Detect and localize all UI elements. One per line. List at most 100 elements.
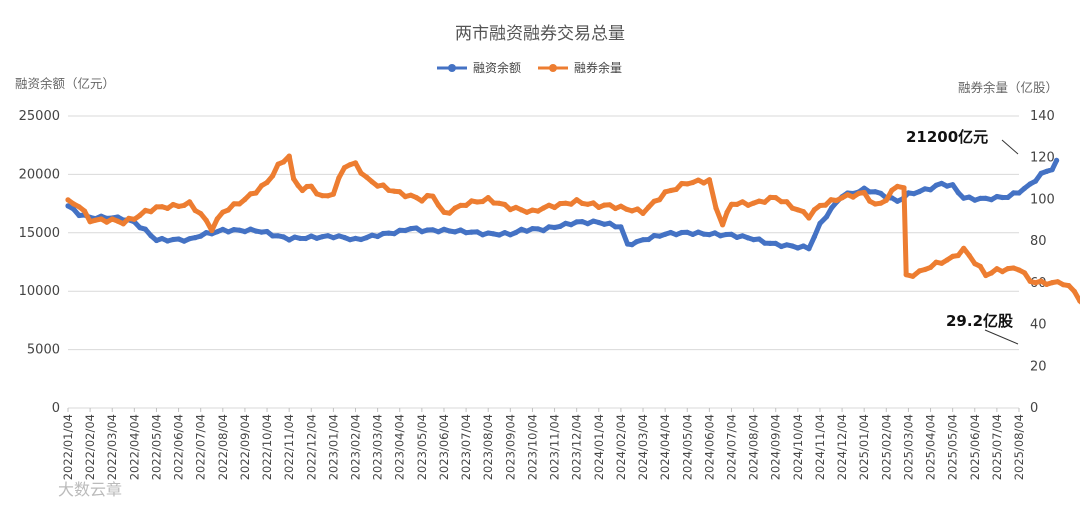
series-point-1 [1071, 288, 1077, 294]
series-point-1 [701, 180, 707, 186]
series-point-1 [325, 193, 331, 199]
series-point-0 [435, 229, 441, 235]
series-point-0 [552, 224, 558, 231]
series-point-1 [236, 201, 242, 207]
series-point-1 [391, 188, 397, 194]
x-tick-label: 2024/06/04 [702, 414, 716, 480]
series-point-0 [1038, 170, 1044, 176]
series-point-0 [734, 234, 740, 240]
series-point-0 [767, 240, 773, 246]
series-point-1 [994, 266, 1000, 272]
series-point-1 [164, 205, 171, 211]
series-point-1 [800, 209, 807, 215]
y-right-tick-label: 80 [1030, 234, 1047, 249]
series-point-0 [474, 229, 480, 235]
series-point-0 [264, 228, 270, 235]
series-point-0 [181, 238, 187, 244]
series-point-1 [529, 207, 536, 213]
series-point-1 [950, 253, 956, 259]
x-tick-label: 2025/08/04 [1012, 414, 1026, 480]
series-point-0 [994, 193, 1000, 200]
series-point-1 [330, 191, 336, 197]
y-right-tick-label: 40 [1030, 318, 1047, 333]
series-point-0 [275, 233, 281, 239]
series-point-1 [270, 173, 276, 179]
series-point-1 [203, 217, 209, 223]
series-point-1 [612, 205, 619, 212]
series-point-1 [109, 216, 115, 222]
series-point-0 [811, 234, 818, 240]
series-point-0 [745, 235, 751, 241]
series-point-1 [518, 207, 525, 213]
series-point-0 [824, 214, 830, 220]
series-point-1 [574, 197, 580, 203]
series-point-1 [242, 196, 248, 202]
series-point-1 [607, 202, 613, 208]
x-tick-label: 2025/05/04 [946, 414, 960, 480]
x-tick-label: 2024/03/04 [636, 414, 650, 480]
series-point-0 [662, 231, 668, 237]
series-point-0 [247, 226, 254, 232]
series-point-1 [903, 272, 909, 278]
series-point-0 [546, 224, 552, 230]
series-point-0 [574, 219, 580, 225]
series-point-1 [972, 261, 978, 267]
series-point-0 [673, 232, 679, 238]
series-point-1 [408, 192, 414, 198]
series-point-0 [679, 229, 685, 236]
series-point-0 [540, 228, 547, 234]
series-point-0 [507, 232, 513, 238]
series-point-1 [115, 218, 121, 224]
series-point-0 [762, 240, 768, 246]
series-point-1 [126, 215, 132, 221]
series-point-1 [1027, 278, 1033, 284]
series-point-0 [590, 218, 596, 224]
series-point-1 [308, 183, 314, 189]
series-point-1 [231, 201, 237, 207]
series-point-1 [651, 198, 657, 204]
series-point-0 [1016, 190, 1022, 196]
y-left-tick-label: 10000 [19, 284, 60, 299]
series-point-0 [701, 231, 707, 237]
series-point-0 [607, 220, 613, 226]
series-point-1 [458, 202, 464, 208]
series-point-1 [668, 187, 674, 194]
series-point-0 [386, 230, 392, 236]
series-point-0 [214, 229, 220, 235]
series-point-0 [596, 219, 602, 226]
x-tick-label: 2024/08/04 [747, 414, 761, 480]
series-point-1 [894, 183, 901, 189]
series-point-0 [281, 234, 287, 240]
series-point-0 [646, 236, 652, 243]
series-point-1 [856, 190, 862, 196]
series-point-1 [336, 175, 342, 181]
series-point-1 [496, 200, 502, 206]
series-point-0 [137, 225, 143, 231]
series-point-0 [618, 224, 624, 230]
y-left-tick-label: 25000 [19, 109, 60, 124]
series-point-0 [1049, 167, 1055, 173]
series-point-0 [308, 233, 314, 239]
series-point-0 [579, 219, 585, 225]
series-point-0 [70, 206, 77, 212]
series-point-0 [303, 235, 309, 242]
series-point-1 [258, 183, 265, 189]
series-point-0 [695, 229, 701, 235]
series-point-1 [247, 191, 254, 197]
y-right-tick-label: 100 [1030, 192, 1055, 207]
series-point-0 [966, 194, 972, 200]
series-point-1 [623, 206, 630, 212]
series-point-1 [424, 192, 430, 199]
series-point-0 [452, 229, 458, 235]
series-point-0 [668, 229, 674, 236]
series-point-0 [142, 226, 148, 232]
series-point-1 [739, 199, 746, 205]
series-point-1 [291, 176, 297, 182]
series-point-0 [712, 230, 718, 236]
series-point-1 [878, 200, 884, 206]
series-point-0 [419, 229, 425, 235]
annotation-short-label: 29.2亿股 [946, 312, 1014, 330]
series-point-1 [773, 195, 779, 201]
series-point-1 [480, 198, 486, 205]
